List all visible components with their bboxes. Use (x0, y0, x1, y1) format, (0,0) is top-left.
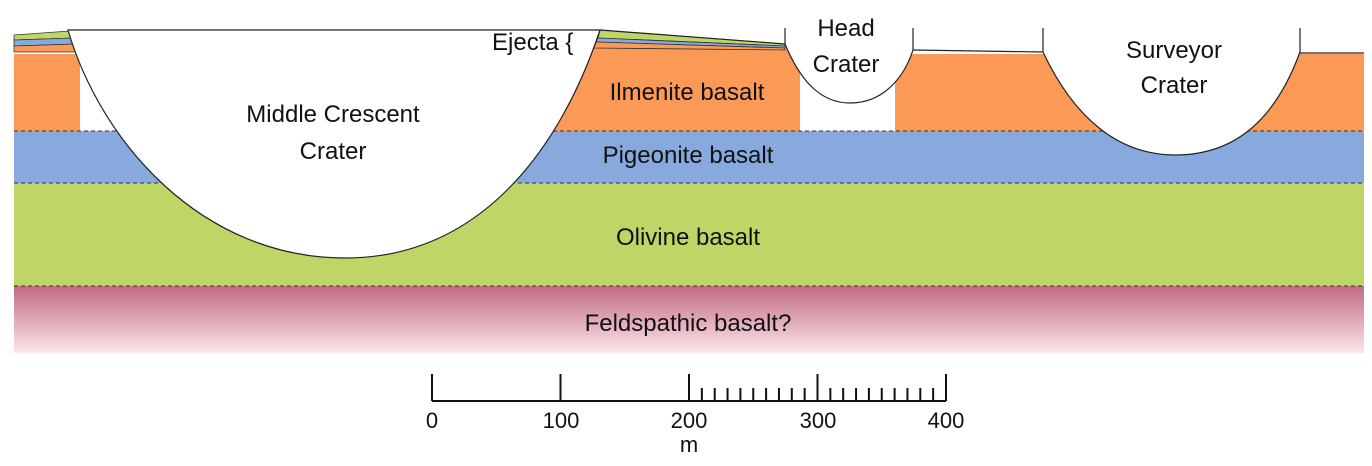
sky-band (0, 0, 1372, 28)
surveyor-crater-label-line2: Crater (1141, 72, 1208, 99)
surveyor-crater-label-line1: Surveyor (1126, 37, 1222, 64)
scale-bar (431, 374, 947, 402)
surveyor-crater (1042, 9, 1301, 156)
surface-line-mid (599, 29, 786, 45)
surface-line-right (912, 49, 1044, 53)
head-crater-label-line1: Head (817, 15, 874, 42)
head-crater-label-line2: Crater (813, 51, 880, 78)
middle-crescent-label-line2: Crater (300, 138, 367, 165)
scale-tick-label-300: 300 (800, 408, 837, 433)
middle-crescent-crater (67, 29, 601, 259)
feldspathic-label: Feldspathic basalt? (585, 310, 792, 337)
head-crater (784, 9, 914, 104)
ejecta-label: Ejecta { (492, 29, 573, 56)
ilmenite-label: Ilmenite basalt (610, 79, 765, 106)
scale-tick-label-200: 200 (671, 408, 708, 433)
middle-crescent-label-line1: Middle Crescent (246, 101, 420, 128)
scale-tick-label-0: 0 (426, 408, 438, 433)
scale-tick-label-400: 400 (928, 408, 965, 433)
scale-unit-label: m (680, 432, 698, 457)
feldspathic-layer (14, 286, 1364, 353)
scale-tick-label-100: 100 (543, 408, 580, 433)
pigeonite-label: Pigeonite basalt (603, 142, 774, 169)
olivine-label: Olivine basalt (616, 224, 760, 251)
ilmenite-layer (14, 40, 1364, 131)
